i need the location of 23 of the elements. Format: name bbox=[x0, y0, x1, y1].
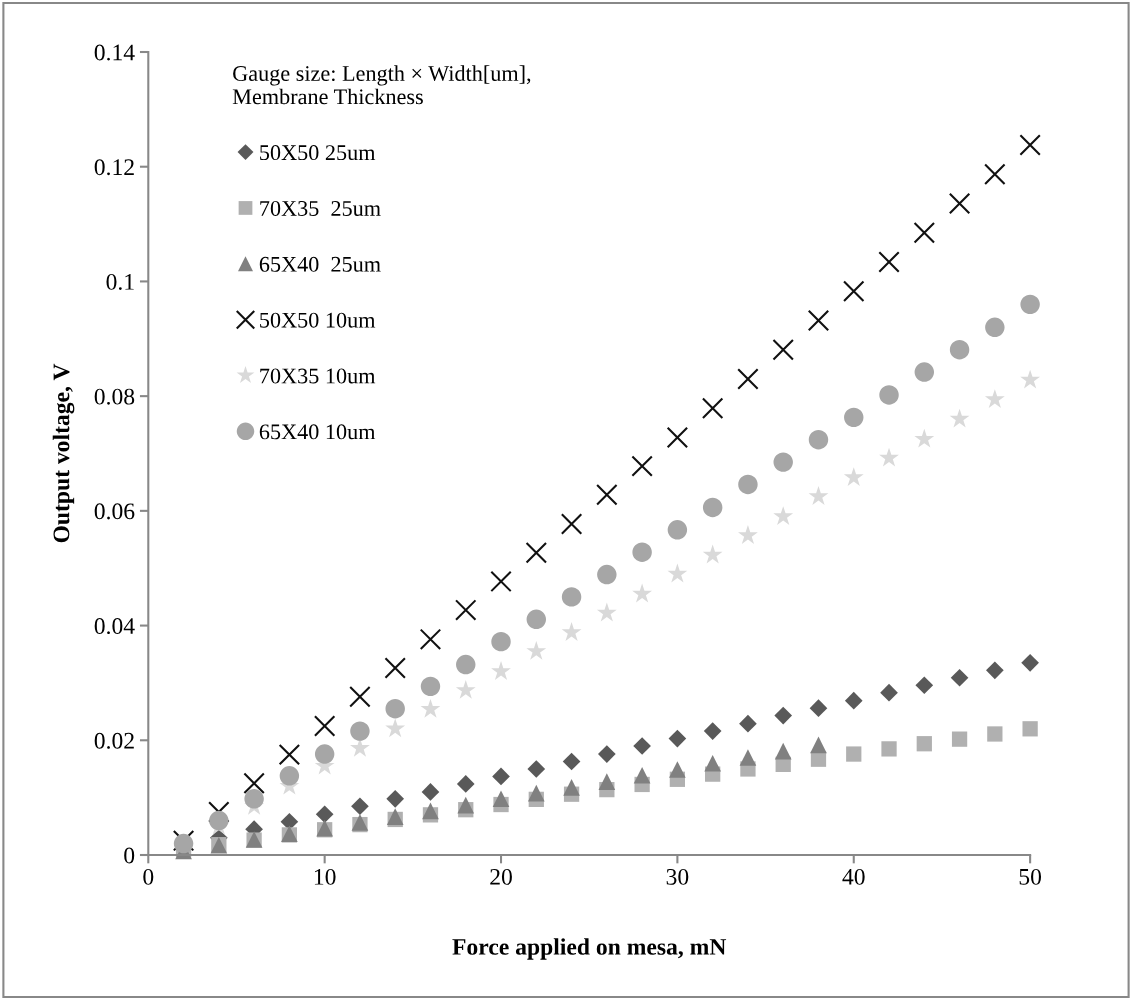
y-tick-label: 0.14 bbox=[94, 44, 135, 61]
legend-label: 50X50 10um bbox=[260, 312, 376, 328]
legend-label: 65X40 25um bbox=[259, 256, 381, 272]
x-tick-label: 40 bbox=[842, 868, 865, 885]
x-axis-title: Force applied on mesa, mN bbox=[452, 938, 727, 960]
x-tick-label: 50 bbox=[1019, 868, 1042, 885]
x-tick-label: 0 bbox=[143, 868, 154, 885]
y-tick-label: 0.02 bbox=[94, 732, 134, 749]
legend-label: 70X35 10um bbox=[260, 368, 376, 384]
legend-label: 70X35 25um bbox=[260, 200, 381, 216]
legend-label: 65X40 10um bbox=[259, 424, 376, 440]
y-tick-label: 0.04 bbox=[94, 618, 135, 635]
x-tick-label: 10 bbox=[314, 868, 336, 885]
x-tick-label: 30 bbox=[666, 868, 689, 885]
legend-title: Gauge size: Length × Width[um], Membrane Thickness bbox=[232, 65, 531, 105]
y-tick-label: 0.06 bbox=[94, 503, 135, 520]
y-tick-label: 0.08 bbox=[94, 388, 135, 405]
x-tick-label: 20 bbox=[490, 868, 512, 885]
y-tick-label: 0.12 bbox=[94, 159, 134, 176]
legend-label: 50X50 25um bbox=[260, 145, 376, 161]
y-axis-title: Output voltage, V bbox=[52, 363, 75, 543]
y-tick-label: 0.1 bbox=[106, 273, 134, 290]
y-tick-label: 0 bbox=[124, 847, 135, 864]
